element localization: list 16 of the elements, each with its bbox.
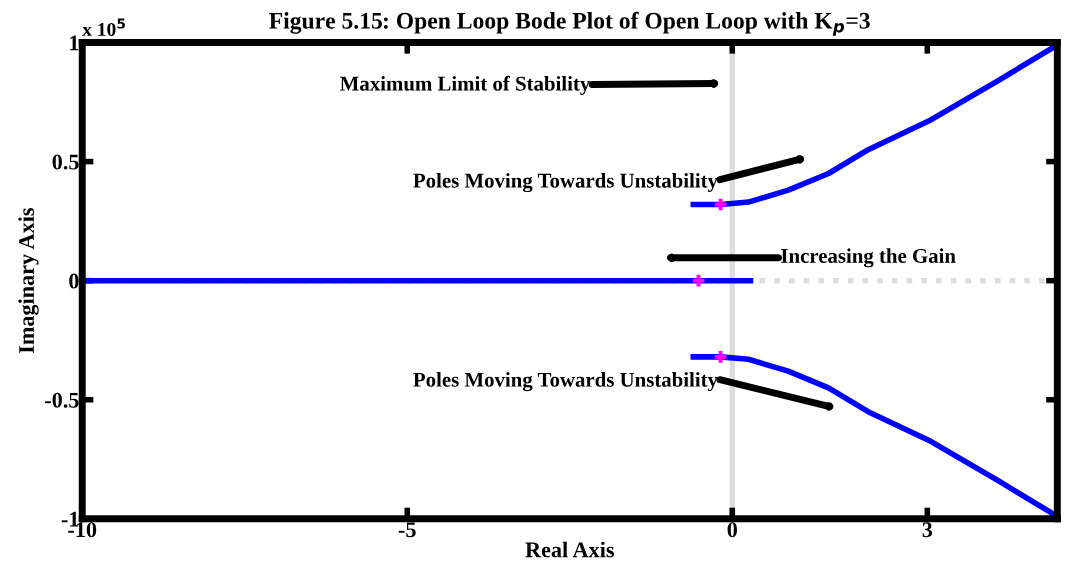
annotation: Poles Moving Towards Unstability xyxy=(413,372,718,392)
x-tick-label: 0 xyxy=(727,522,737,538)
annotation: Maximum Limit of Stability xyxy=(340,75,591,95)
x-tick-label: 3 xyxy=(922,522,933,538)
x-tick-label: -5 xyxy=(398,522,416,538)
annotation: Poles Moving Towards Unstability xyxy=(413,173,718,193)
y-tick-label: -0.5 xyxy=(45,392,79,408)
y-tick-label: 0 xyxy=(69,273,79,289)
y-tick-label: 0.5 xyxy=(52,154,79,170)
chart-title: Figure 5.15: Open Loop Bode Plot of Open Loop with K$_{p}$=3 xyxy=(269,11,870,36)
y-axis-title: Imaginary Axis xyxy=(18,208,39,354)
text: x 10$^{5}$ xyxy=(82,18,125,37)
x-axis-title: Real Axis xyxy=(525,541,614,558)
y-tick-label: 1 xyxy=(70,35,79,51)
annotation: Increasing the Gain xyxy=(781,248,956,268)
point xyxy=(714,351,727,363)
